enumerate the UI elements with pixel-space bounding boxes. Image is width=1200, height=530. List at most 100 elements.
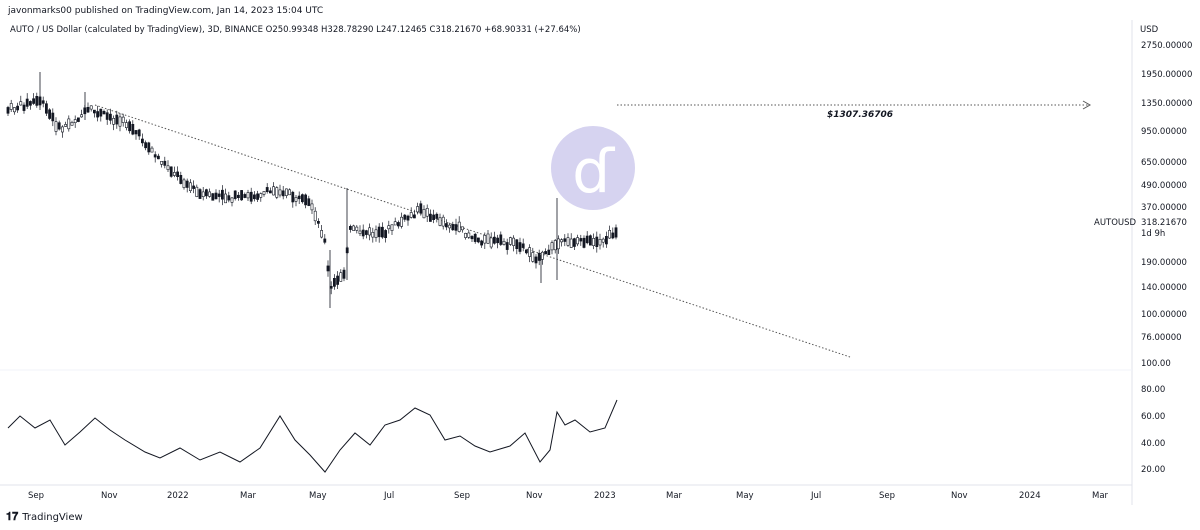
candle-body (534, 256, 538, 264)
candle-body (566, 237, 570, 246)
candle-body (396, 222, 400, 227)
legend-symbol[interactable]: AUTO / US Dollar (calculated by TradingV… (10, 25, 263, 35)
candle-body (262, 191, 266, 195)
candle-body (28, 101, 32, 106)
candle-body (300, 194, 304, 203)
oscillator-line[interactable] (7, 399, 618, 473)
candle-body (179, 175, 183, 184)
candle-body (121, 116, 125, 123)
legend-low: L247.12465 (376, 25, 427, 35)
candle-body (240, 190, 244, 201)
candle-body (556, 238, 560, 250)
time-axis-labels[interactable]: Sep Nov 2022 Mar May Jul Sep Nov 2023 Ma… (28, 491, 1109, 501)
candle-body (6, 107, 10, 114)
candle-body (320, 230, 324, 238)
candle-body (278, 189, 282, 196)
candle-body (339, 272, 343, 282)
time-label: 2022 (167, 491, 189, 501)
candle-body (585, 235, 589, 244)
candle-body (521, 243, 525, 248)
trendline[interactable] (94, 104, 851, 358)
candle-body (70, 122, 74, 126)
footer: 𝟏𝟕 TradingView (6, 510, 83, 524)
candle-body (201, 191, 205, 197)
price-label: 650.00000 (1141, 158, 1187, 168)
candle-body (428, 213, 432, 222)
candle-body (99, 108, 103, 117)
candle-body (112, 118, 116, 125)
candle-body (147, 142, 151, 153)
candle-body (598, 239, 602, 246)
candle-body (608, 230, 612, 239)
time-label: 2024 (1019, 491, 1041, 501)
candle-body (208, 191, 212, 197)
candle-body (48, 109, 52, 119)
candle-body (128, 121, 132, 132)
candle-body (572, 238, 576, 247)
time-label: Mar (1092, 491, 1109, 501)
candle-body (297, 195, 301, 200)
last-price-symbol: AUTOUSD (1094, 218, 1137, 228)
candle-body (451, 224, 455, 231)
candle-body (611, 232, 615, 239)
candle-body (189, 182, 192, 192)
candle-body (524, 249, 528, 254)
footer-brand[interactable]: TradingView (22, 511, 83, 523)
oscillator-label: 40.00 (1141, 439, 1165, 449)
candle-body (157, 155, 160, 160)
candle-body (41, 100, 45, 104)
candle-body (294, 197, 298, 202)
candle-body (435, 213, 439, 219)
candle-body (544, 251, 548, 255)
candle-body (102, 111, 106, 115)
candle-body (515, 239, 519, 249)
candle-body (54, 121, 58, 132)
candle-body (253, 194, 256, 200)
candle-body (547, 249, 551, 255)
candle-body (125, 122, 128, 128)
candle-body (227, 195, 231, 201)
candle-body (246, 192, 250, 199)
candle-body (371, 232, 375, 238)
candle-body (304, 194, 308, 206)
candle-body (342, 269, 346, 279)
candle-body (211, 193, 215, 201)
time-label: Nov (526, 491, 543, 501)
candle-body (480, 240, 484, 246)
candle-body (169, 166, 173, 177)
candle-body (579, 238, 583, 242)
candle-body (323, 238, 327, 243)
candle-body (377, 226, 381, 238)
candle-body (230, 197, 234, 203)
price-candles[interactable] (6, 72, 618, 308)
candle-body (9, 103, 13, 110)
candle-body (86, 107, 90, 113)
candle-body (272, 186, 276, 196)
price-label: 370.00000 (1141, 203, 1187, 213)
price-axis-labels[interactable]: 2750.00000 1950.00000 1350.00000 950.000… (1141, 41, 1192, 343)
candle-body (93, 109, 96, 114)
candle-body (265, 187, 269, 192)
candle-body (569, 238, 573, 248)
time-label: Nov (101, 491, 118, 501)
candle-body (604, 236, 608, 245)
candle-body (470, 236, 474, 240)
candle-body (473, 233, 477, 242)
candle-body (352, 225, 356, 231)
candle-body (486, 233, 490, 244)
candle-body (284, 188, 288, 196)
candle-body (233, 190, 237, 199)
price-label: 1950.00000 (1141, 70, 1192, 80)
time-label: Sep (879, 491, 895, 501)
candle-body (576, 237, 580, 245)
candle-body (358, 230, 362, 234)
candle-body (508, 237, 512, 245)
candle-body (582, 237, 586, 248)
price-label: 140.00000 (1141, 283, 1187, 293)
candle-body (256, 193, 260, 200)
candle-body (563, 238, 567, 242)
price-axis-currency: USD (1140, 25, 1159, 35)
candle-body (192, 185, 196, 189)
candle-body (259, 193, 263, 198)
